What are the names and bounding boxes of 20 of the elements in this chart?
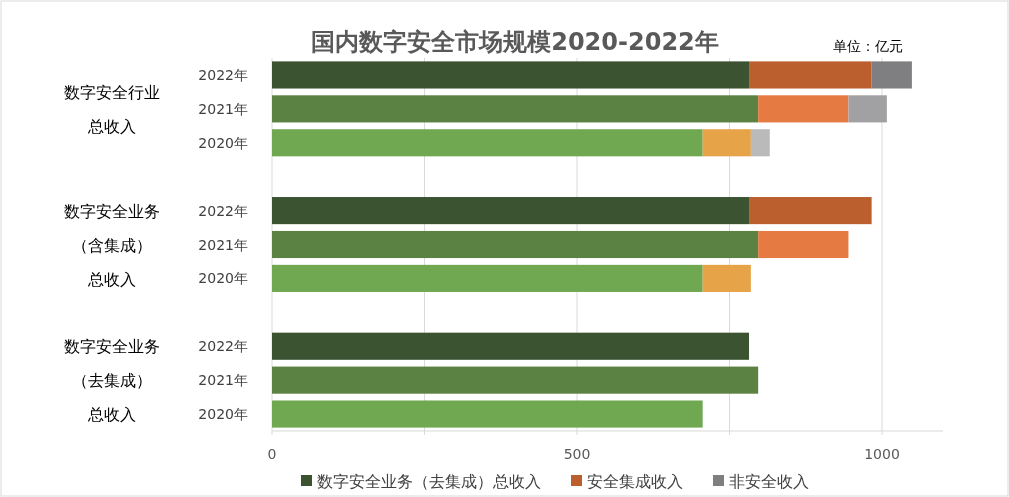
y-tick-label: 2021年	[198, 100, 248, 117]
y-tick-label: 2022年	[198, 338, 248, 355]
text: 数字安全业务（去集成）总收入	[64, 337, 160, 425]
x-tick-label: 0	[267, 446, 277, 462]
text: 单位：亿元	[833, 38, 903, 54]
y-tick-label: 2020年	[198, 406, 248, 423]
legend-label: 数字安全业务（去集成）总收入	[317, 472, 541, 491]
y-tick-label: 2022年	[198, 202, 248, 219]
text: 数字安全行业总收入	[64, 82, 160, 136]
text: 数字安全业务（含集成）总收入	[64, 201, 160, 289]
y-tick-label: 2021年	[198, 372, 248, 389]
legend-label: 非安全收入	[729, 472, 809, 491]
y-tick-label: 2021年	[198, 236, 248, 253]
y-tick-label: 2020年	[198, 270, 248, 287]
legend-label: 安全集成收入	[587, 472, 683, 491]
x-tick-label: 500	[563, 446, 591, 462]
y-tick-label: 2022年	[198, 66, 248, 83]
chart-title: 国内数字安全市场规模2020-2022年	[311, 28, 719, 56]
y-tick-label: 2020年	[198, 134, 248, 151]
x-tick-label: 1000	[864, 446, 900, 462]
